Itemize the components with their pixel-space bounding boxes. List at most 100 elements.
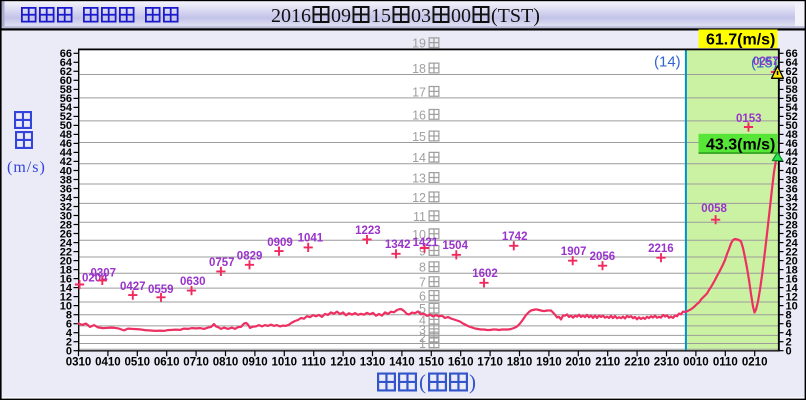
svg-text:1907: 1907 (561, 246, 587, 258)
svg-text:52: 52 (786, 111, 798, 123)
svg-text:(15): (15) (751, 55, 778, 72)
svg-text:1710: 1710 (477, 357, 503, 369)
svg-text:1910: 1910 (536, 357, 562, 369)
svg-text:): ) (469, 370, 476, 394)
svg-text:1602: 1602 (472, 268, 498, 280)
svg-text:10: 10 (412, 228, 426, 242)
svg-text:4: 4 (419, 313, 426, 327)
svg-text:28: 28 (786, 219, 798, 231)
svg-text:2010: 2010 (566, 357, 592, 369)
svg-text:1: 1 (419, 337, 426, 351)
svg-text:2: 2 (786, 337, 792, 349)
svg-text:54: 54 (786, 102, 799, 114)
svg-text:18: 18 (786, 264, 798, 276)
svg-text:61.7(m/s): 61.7(m/s) (706, 32, 775, 49)
svg-text:15: 15 (412, 130, 426, 144)
svg-text:20: 20 (60, 255, 72, 267)
svg-text:0410: 0410 (95, 357, 121, 369)
svg-text:0510: 0510 (125, 357, 151, 369)
svg-text:8: 8 (66, 310, 72, 322)
svg-text:32: 32 (60, 201, 72, 213)
svg-text:16: 16 (60, 273, 72, 285)
svg-text:2310: 2310 (654, 357, 680, 369)
svg-text:0810: 0810 (213, 357, 239, 369)
svg-text:14: 14 (60, 282, 73, 294)
svg-text:42: 42 (60, 156, 72, 168)
svg-text:26: 26 (60, 228, 72, 240)
svg-text:32: 32 (786, 201, 798, 213)
svg-text:56: 56 (786, 93, 798, 105)
svg-text:24: 24 (60, 237, 73, 249)
svg-text:44: 44 (60, 147, 73, 159)
svg-text:2210: 2210 (624, 357, 650, 369)
svg-text:2: 2 (419, 331, 426, 345)
svg-text:0630: 0630 (180, 276, 206, 288)
svg-text:1010: 1010 (272, 357, 298, 369)
svg-text:24: 24 (786, 237, 799, 249)
svg-text:6: 6 (419, 290, 426, 304)
svg-text:0210: 0210 (742, 357, 768, 369)
svg-text:22: 22 (786, 246, 798, 258)
svg-text:50: 50 (60, 120, 72, 132)
svg-text:18: 18 (60, 264, 72, 276)
svg-text:1342: 1342 (385, 239, 411, 251)
svg-text:38: 38 (786, 174, 798, 186)
svg-text:12: 12 (60, 291, 72, 303)
svg-text:1041: 1041 (298, 233, 324, 245)
svg-text:0010: 0010 (683, 357, 709, 369)
svg-text:1610: 1610 (448, 357, 474, 369)
svg-text:16: 16 (412, 108, 426, 122)
svg-text:16: 16 (786, 273, 798, 285)
svg-text:2016: 2016 (271, 5, 311, 27)
svg-text:0757: 0757 (209, 257, 235, 269)
svg-text:(14): (14) (654, 54, 681, 71)
svg-text:8: 8 (419, 261, 426, 275)
svg-text:40: 40 (60, 165, 72, 177)
svg-text:15: 15 (371, 5, 391, 27)
svg-text:38: 38 (60, 174, 72, 186)
svg-text:64: 64 (786, 57, 799, 69)
svg-text:2110: 2110 (595, 357, 620, 369)
svg-text:36: 36 (60, 183, 72, 195)
svg-text:4: 4 (66, 328, 73, 340)
svg-text:50: 50 (786, 120, 798, 132)
svg-text:52: 52 (60, 111, 72, 123)
svg-text:1742: 1742 (502, 231, 528, 243)
svg-text:42: 42 (786, 156, 798, 168)
svg-text:11: 11 (413, 210, 426, 224)
svg-text:20: 20 (786, 255, 798, 267)
svg-text:2216: 2216 (648, 243, 674, 255)
svg-text:5: 5 (419, 302, 426, 316)
svg-text:19: 19 (412, 37, 426, 51)
svg-text:60: 60 (60, 75, 72, 87)
svg-text:10: 10 (60, 300, 72, 312)
svg-text:09: 09 (331, 5, 351, 27)
svg-text:43.3(m/s): 43.3(m/s) (706, 137, 775, 154)
svg-text:14: 14 (412, 151, 426, 165)
svg-text:(: ( (419, 370, 426, 394)
svg-text:36: 36 (786, 183, 798, 195)
svg-text:14: 14 (786, 282, 799, 294)
svg-text:0829: 0829 (237, 251, 263, 263)
svg-text:46: 46 (786, 138, 798, 150)
svg-text:56: 56 (60, 93, 72, 105)
svg-text:18: 18 (412, 62, 426, 76)
svg-text:60: 60 (786, 75, 798, 87)
svg-text:0257: 0257 (753, 56, 779, 68)
svg-text:0: 0 (66, 346, 72, 358)
svg-text:13: 13 (412, 172, 426, 186)
svg-text:2: 2 (66, 337, 72, 349)
svg-text:46: 46 (60, 138, 72, 150)
svg-text:17: 17 (412, 85, 426, 99)
svg-text:66: 66 (60, 48, 72, 60)
svg-text:58: 58 (60, 84, 72, 96)
svg-text:66: 66 (786, 48, 798, 60)
svg-text:1421: 1421 (413, 237, 439, 249)
svg-text:1210: 1210 (330, 357, 356, 369)
svg-text:0909: 0909 (267, 237, 293, 249)
svg-text:48: 48 (786, 129, 798, 141)
svg-text:48: 48 (60, 129, 72, 141)
svg-text:1310: 1310 (360, 357, 386, 369)
svg-text:22: 22 (60, 246, 72, 258)
svg-text:54: 54 (60, 102, 73, 114)
